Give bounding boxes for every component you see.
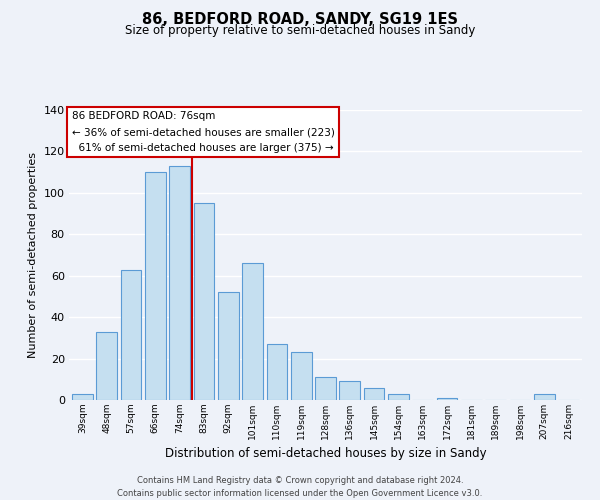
X-axis label: Distribution of semi-detached houses by size in Sandy: Distribution of semi-detached houses by … — [164, 448, 487, 460]
Bar — [266, 344, 287, 400]
Bar — [218, 292, 239, 400]
Bar — [437, 398, 457, 400]
Bar — [242, 264, 263, 400]
Text: Contains HM Land Registry data © Crown copyright and database right 2024.
Contai: Contains HM Land Registry data © Crown c… — [118, 476, 482, 498]
Bar — [194, 203, 214, 400]
Text: 86 BEDFORD ROAD: 76sqm
← 36% of semi-detached houses are smaller (223)
  61% of : 86 BEDFORD ROAD: 76sqm ← 36% of semi-det… — [71, 112, 334, 152]
Bar — [388, 394, 409, 400]
Bar — [169, 166, 190, 400]
Text: Size of property relative to semi-detached houses in Sandy: Size of property relative to semi-detach… — [125, 24, 475, 37]
Bar — [364, 388, 385, 400]
Text: 86, BEDFORD ROAD, SANDY, SG19 1ES: 86, BEDFORD ROAD, SANDY, SG19 1ES — [142, 12, 458, 28]
Bar — [291, 352, 311, 400]
Bar — [534, 394, 554, 400]
Bar — [340, 382, 360, 400]
Bar — [315, 377, 336, 400]
Y-axis label: Number of semi-detached properties: Number of semi-detached properties — [28, 152, 38, 358]
Bar — [72, 394, 93, 400]
Bar — [97, 332, 117, 400]
Bar — [121, 270, 142, 400]
Bar — [145, 172, 166, 400]
